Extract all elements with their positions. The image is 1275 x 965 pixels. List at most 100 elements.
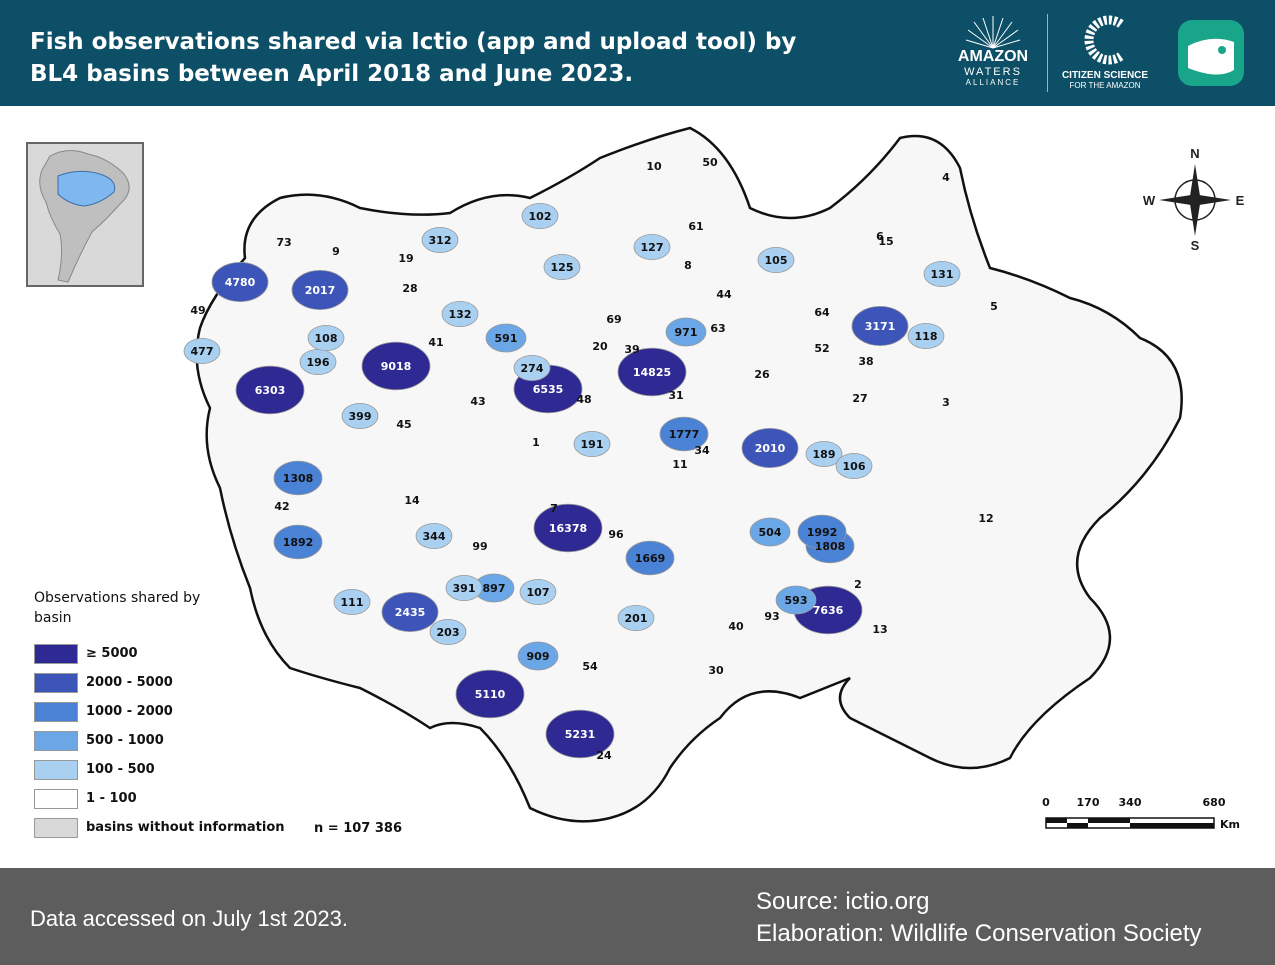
basin-outline (195, 126, 1183, 823)
basin-shape-591 (485, 323, 527, 353)
basin-shape-971 (665, 317, 707, 347)
basin-label-196: 196 (307, 356, 330, 369)
legend-swatch (34, 702, 78, 722)
basin-label-5110: 5110 (475, 688, 506, 701)
basin-shape-127 (633, 234, 671, 261)
legend-label: basins without information (86, 820, 285, 835)
basin-label-118: 118 (915, 330, 938, 343)
legend-item-no-info: basins without information (34, 818, 394, 842)
basin-label-105: 105 (765, 254, 788, 267)
basin-label-2010: 2010 (755, 442, 786, 455)
basin-label-39: 39 (624, 343, 639, 356)
compass-s: S (1191, 238, 1200, 253)
basin-shape-344 (415, 522, 453, 549)
basin-label-312: 312 (429, 234, 452, 247)
basin-label-14825: 14825 (633, 366, 671, 379)
legend-item-500-1000: 500 - 1000 (34, 731, 394, 755)
basin-label-2435: 2435 (395, 606, 426, 619)
basin-label-31: 31 (668, 389, 683, 402)
basin-label-63: 63 (710, 322, 725, 335)
basin-shape-9018 (361, 341, 431, 391)
logo-rays-icon (965, 16, 1021, 49)
basin-shape-391 (445, 574, 483, 601)
basin-label-16378: 16378 (549, 522, 587, 535)
scale-bar-graphic: 0 170 340 680 Km (1042, 796, 1240, 831)
basin-label-3: 3 (942, 396, 950, 409)
basin-label-11: 11 (672, 458, 687, 471)
basin-label-30: 30 (708, 664, 724, 677)
observation-total: n = 107 386 (314, 821, 402, 836)
compass-w: W (1143, 193, 1156, 208)
basin-label-48: 48 (576, 393, 591, 406)
legend-label: 1 - 100 (86, 791, 137, 806)
basin-label-399: 399 (349, 410, 372, 423)
basin-shape-132 (441, 300, 479, 327)
basin-label-593: 593 (785, 594, 808, 607)
basin-label-1992: 1992 (807, 526, 838, 539)
scale-tick-0: 0 (1042, 796, 1050, 809)
elaboration-text: Elaboration: Wildlife Conservation Socie… (756, 920, 1202, 947)
header-bar: Fish observations shared via Ictio (app … (0, 0, 1275, 106)
basin-label-24: 24 (596, 749, 612, 762)
basin-label-34: 34 (694, 444, 710, 457)
basin-shape-105 (757, 246, 795, 273)
basin-label-7636: 7636 (813, 604, 844, 617)
basin-label-106: 106 (843, 460, 866, 473)
basin-shape-108 (307, 324, 345, 351)
basin-shape-2010 (741, 427, 799, 468)
basin-label-344: 344 (423, 530, 446, 543)
basin-label-2017: 2017 (305, 284, 336, 297)
south-america-locator-map (28, 144, 142, 285)
logo-amazon-text: AMAZON (957, 48, 1029, 65)
legend-item-1000-2000: 1000 - 2000 (34, 702, 394, 726)
basin-label-19: 19 (398, 252, 413, 265)
basin-label-8: 8 (684, 259, 692, 272)
basin-label-54: 54 (582, 660, 598, 673)
basin-label-504: 504 (759, 526, 782, 539)
basin-shape-118 (907, 322, 945, 349)
basin-label-111: 111 (341, 596, 364, 609)
basin-label-12: 12 (978, 512, 993, 525)
basin-shape-131 (923, 260, 961, 287)
legend-item-100-500: 100 - 500 (34, 760, 394, 784)
basin-shape-5231 (545, 709, 615, 759)
legend-swatch (34, 731, 78, 751)
basin-label-127: 127 (641, 241, 664, 254)
basin-label-1: 1 (532, 436, 540, 449)
legend-item-ge5000: ≥ 5000 (34, 644, 394, 668)
citizen-science-line1: CITIZEN SCIENCE (1061, 70, 1149, 81)
basin-label-1308: 1308 (283, 472, 314, 485)
basin-label-4780: 4780 (225, 276, 256, 289)
basin-label-6303: 6303 (255, 384, 286, 397)
legend-item-1-100: 1 - 100 (34, 789, 394, 813)
legend-label: 500 - 1000 (86, 733, 164, 748)
basin-shape-1992 (797, 514, 847, 550)
basin-label-44: 44 (716, 288, 732, 301)
basin-label-61: 61 (688, 220, 703, 233)
basin-shape-1777 (659, 416, 709, 452)
basin-label-131: 131 (931, 268, 954, 281)
basin-label-43: 43 (470, 395, 485, 408)
basin-label-2: 2 (854, 578, 862, 591)
basin-shape-909 (517, 641, 559, 671)
basin-label-203: 203 (437, 626, 460, 639)
legend-label: ≥ 5000 (86, 646, 138, 661)
basin-label-477: 477 (191, 345, 214, 358)
basin-label-45: 45 (396, 418, 411, 431)
basin-label-591: 591 (495, 332, 518, 345)
basin-shape-399 (341, 402, 379, 429)
citizen-science-c-icon (1084, 15, 1124, 65)
basin-label-7: 7 (550, 502, 558, 515)
ictio-app-icon (1178, 20, 1244, 86)
scale-bar: 0 170 340 680 Km (1040, 792, 1250, 832)
legend-label: 1000 - 2000 (86, 704, 173, 719)
basin-label-52: 52 (814, 342, 829, 355)
basin-label-38: 38 (858, 355, 873, 368)
basin-shape-191 (573, 430, 611, 457)
basin-shape-4780 (211, 261, 269, 302)
basin-label-3171: 3171 (865, 320, 896, 333)
basin-label-64: 64 (814, 306, 830, 319)
basin-label-5: 5 (990, 300, 998, 313)
logo-alliance-text: ALLIANCE (965, 78, 1021, 87)
fish-face-icon (1188, 38, 1234, 75)
